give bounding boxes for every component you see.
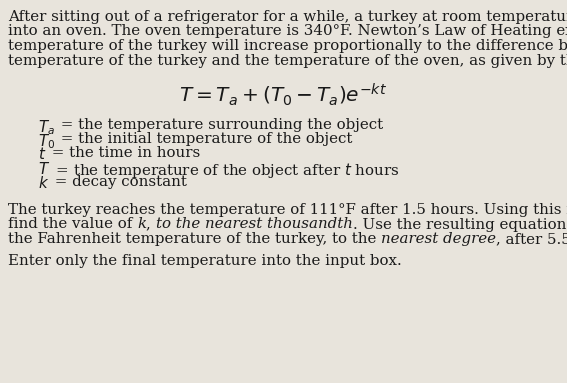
Text: The turkey reaches the temperature of 111°F after 1.5 hours. Using this informat: The turkey reaches the temperature of 11…	[8, 203, 567, 217]
Text: = the temperature surrounding the object: = the temperature surrounding the object	[56, 118, 383, 132]
Text: $T$: $T$	[38, 160, 50, 177]
Text: k: k	[137, 218, 146, 231]
Text: $k$: $k$	[38, 175, 49, 191]
Text: $t$: $t$	[38, 146, 46, 162]
Text: nearest degree: nearest degree	[381, 232, 496, 246]
Text: into an oven. The oven temperature is 340°F. Newton’s Law of Heating explains th: into an oven. The oven temperature is 34…	[8, 25, 567, 39]
Text: = the initial temperature of the object: = the initial temperature of the object	[56, 132, 353, 146]
Text: = the temperature of the object after $t$ hours: = the temperature of the object after $t…	[51, 160, 399, 180]
Text: Enter only the final temperature into the input box.: Enter only the final temperature into th…	[8, 254, 402, 268]
Text: find the value of: find the value of	[8, 218, 137, 231]
Text: the Fahrenheit temperature of the turkey, to the: the Fahrenheit temperature of the turkey…	[8, 232, 381, 246]
Text: . Use the resulting equation to determine: . Use the resulting equation to determin…	[353, 218, 567, 231]
Text: After sitting out of a refrigerator for a while, a turkey at room temperature (6: After sitting out of a refrigerator for …	[8, 10, 567, 25]
Text: ,: ,	[146, 218, 156, 231]
Text: = the time in hours: = the time in hours	[47, 146, 201, 160]
Text: temperature of the turkey will increase proportionally to the difference between: temperature of the turkey will increase …	[8, 39, 567, 53]
Text: $T_a$: $T_a$	[38, 118, 55, 137]
Text: , after 5.5 hours.: , after 5.5 hours.	[496, 232, 567, 246]
Text: to the nearest thousandth: to the nearest thousandth	[156, 218, 353, 231]
Text: $T_0$: $T_0$	[38, 132, 55, 151]
Text: = decay constant: = decay constant	[50, 175, 187, 189]
Text: $T = T_a + (T_0 - T_a)e^{-kt}$: $T = T_a + (T_0 - T_a)e^{-kt}$	[179, 82, 387, 108]
Text: temperature of the turkey and the temperature of the oven, as given by the formu: temperature of the turkey and the temper…	[8, 54, 567, 67]
